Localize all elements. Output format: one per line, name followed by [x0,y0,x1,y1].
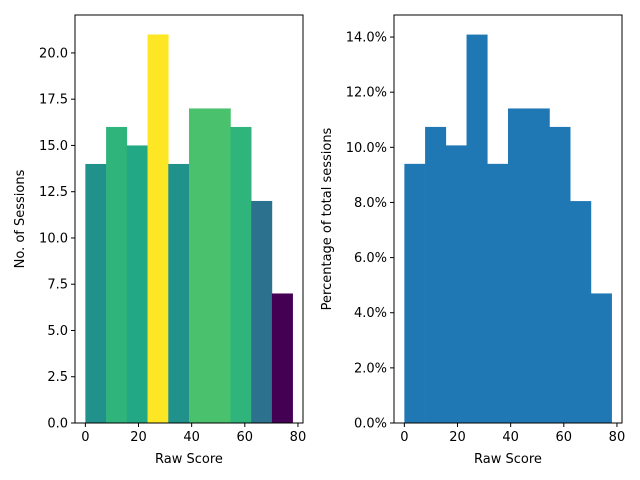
y-tick-label: 20.0 [39,46,68,61]
y-tick-label: 2.0% [354,361,387,376]
histogram-bar [230,126,252,423]
histogram-bar [209,108,231,424]
y-tick-label: 12.0% [346,86,387,101]
axes-frame [393,14,623,424]
histogram-bar [466,34,488,424]
x-axis-label: Raw Score [474,452,542,467]
histogram-bar [106,126,128,423]
histogram-bar [528,108,550,424]
histogram-bar [549,126,571,424]
x-tick-label: 60 [556,430,573,445]
x-tick-label: 20 [449,430,466,445]
y-tick-label: 10.0 [39,231,68,246]
x-tick-label: 40 [502,430,519,445]
right-histogram-panel: 0 20 40 60 80 0.0% 2.0% 4.0% 6.0% 8.0% 10.0% 12.0% 1… [320,14,626,467]
histogram-bar [445,145,467,423]
histogram-bar [85,163,107,423]
x-tick-label: 60 [237,430,254,445]
y-tick-label: 17.5 [39,93,68,108]
x-tick-label: 80 [290,430,307,445]
y-tick-label: 15.0 [39,139,68,154]
histogram-bar [404,163,426,423]
y-tick-label: 12.5 [39,185,68,200]
left-histogram-panel: 0 20 40 60 80 0.0 2.5 5.0 7.5 10.0 12.5 15.0 17.5 20.… [13,14,307,467]
x-tick-label: 0 [400,430,408,445]
x-tick-label: 20 [130,430,147,445]
x-axis-label: Raw Score [155,452,223,467]
x-tick-label: 80 [609,430,626,445]
y-tick-label: 0.0 [47,417,68,432]
histogram-bar [590,293,612,423]
histogram-bar [425,126,447,424]
y-tick-label: 0.0% [354,417,387,432]
histogram-bar [487,163,509,423]
y-axis-label: No. of Sessions [13,169,28,268]
histogram-bar [189,108,211,424]
y-tick-label: 8.0% [354,196,387,211]
histogram-bar [147,34,169,424]
y-tick-label: 4.0% [354,306,387,321]
y-tick-label: 5.0 [47,324,68,339]
x-tick-label: 40 [183,430,200,445]
histogram-bar [251,200,273,423]
y-tick-label: 10.0% [346,141,387,156]
axes-frame [74,14,304,424]
histogram-bar [570,201,592,423]
x-tick-label: 0 [81,430,89,445]
y-tick-label: 7.5 [47,278,68,293]
y-tick-label: 6.0% [354,251,387,266]
histogram-bar [168,163,190,423]
histogram-bar [126,145,148,423]
histogram-bar [508,108,530,424]
y-axis-label: Percentage of total sessions [320,127,335,310]
y-tick-label: 14.0% [346,31,387,46]
histogram-bar [271,293,293,423]
y-tick-label: 2.5 [47,370,68,385]
